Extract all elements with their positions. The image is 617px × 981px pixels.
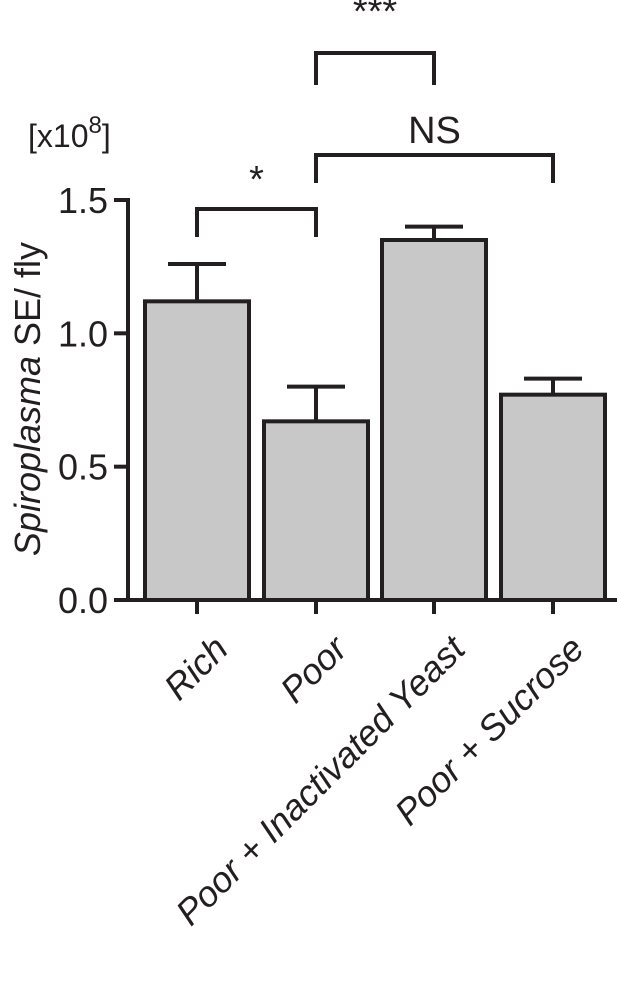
error-bars xyxy=(168,224,582,422)
x-tick-label: Poor xyxy=(272,626,356,710)
x-tick-label: Rich xyxy=(156,628,236,708)
y-unit-prefix: [x10 xyxy=(28,118,88,154)
significance-label: *** xyxy=(353,0,398,33)
y-tick-label: 0.5 xyxy=(58,447,108,488)
y-unit-suffix: ] xyxy=(102,118,111,154)
y-tick-label: 0.0 xyxy=(58,580,108,621)
significance-label: * xyxy=(249,159,264,201)
significance-bracket xyxy=(195,207,318,237)
bar xyxy=(143,299,251,602)
significance-label: NS xyxy=(408,110,461,152)
y-axis-label-rest: SE/ fly xyxy=(7,242,48,356)
significance-brackets: * NS *** xyxy=(195,0,555,237)
y-unit-exponent: 8 xyxy=(88,112,101,139)
bar xyxy=(380,238,488,602)
bars xyxy=(143,238,607,603)
y-tick-label: 1.5 xyxy=(58,180,108,221)
significance-bracket xyxy=(314,51,436,85)
y-unit-label: [x108] xyxy=(28,112,111,154)
significance-bracket xyxy=(314,153,555,183)
bar xyxy=(262,419,370,603)
y-ticks: 0.0 0.5 1.0 1.5 xyxy=(58,180,128,621)
y-axis-label: Spiroplasma SE/ fly xyxy=(7,242,48,556)
y-tick-label: 1.0 xyxy=(58,313,108,354)
bar xyxy=(499,392,607,602)
y-axis-label-italic: Spiroplasma xyxy=(7,356,48,556)
